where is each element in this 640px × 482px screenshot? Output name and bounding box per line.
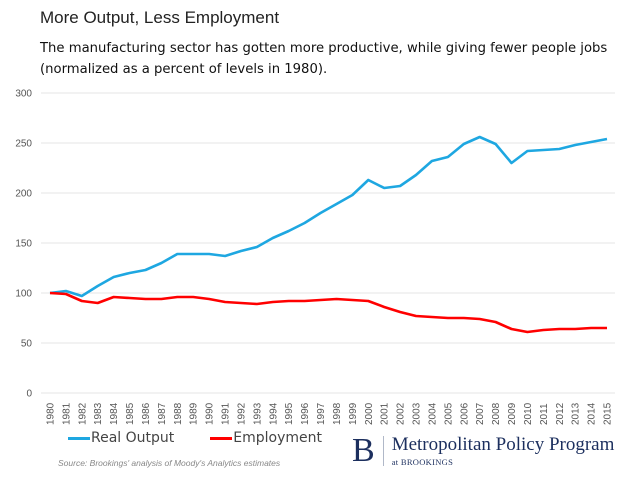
x-tick-label: 2009 xyxy=(507,402,518,425)
x-tick-label: 1988 xyxy=(173,402,184,425)
x-tick-label: 1981 xyxy=(61,402,72,425)
chart-subtitle: The manufacturing sector has gotten more… xyxy=(40,41,608,77)
x-tick-label: 1982 xyxy=(77,402,88,425)
x-tick-label: 1997 xyxy=(316,402,327,425)
x-tick-label: 1983 xyxy=(93,402,104,425)
logo-program-name: Metropolitan Policy Program xyxy=(391,434,615,455)
logo-divider xyxy=(382,436,384,466)
y-tick-label: 0 xyxy=(26,389,32,400)
series-line-employment xyxy=(49,291,607,334)
y-tick-label: 200 xyxy=(15,189,32,200)
x-tick-label: 1995 xyxy=(284,402,295,425)
x-tick-label: 2014 xyxy=(587,402,598,425)
x-tick-label: 2015 xyxy=(603,402,614,425)
y-tick-label: 50 xyxy=(21,339,33,350)
x-tick-label: 1987 xyxy=(157,402,168,425)
legend: Real Output Employment xyxy=(68,430,358,446)
x-tick-label: 2006 xyxy=(459,402,470,425)
legend-swatch-employment xyxy=(210,436,233,440)
x-tick-label: 1998 xyxy=(332,402,343,425)
x-tick-label: 2012 xyxy=(555,402,566,425)
x-axis-ticks: 1980 1981 1982 1983 1984 1985 1986 1987 1988 1989… xyxy=(46,402,614,425)
y-tick-label: 300 xyxy=(15,89,32,100)
legend-label-employment: Employment xyxy=(233,430,322,446)
x-tick-label: 1999 xyxy=(348,402,359,425)
series-lines xyxy=(49,135,608,334)
legend-swatch-real-output xyxy=(68,436,90,440)
x-tick-label: 1989 xyxy=(189,402,200,425)
x-tick-label: 2004 xyxy=(427,402,438,425)
chart-title: More Output, Less Employment xyxy=(40,8,280,27)
y-tick-label: 250 xyxy=(15,139,32,150)
series-line-real-output xyxy=(49,135,608,298)
y-tick-label: 150 xyxy=(15,239,32,250)
x-tick-label: 1985 xyxy=(125,402,136,425)
x-tick-label: 1996 xyxy=(300,402,311,425)
x-tick-label: 1992 xyxy=(236,402,247,425)
x-tick-label: 1980 xyxy=(46,402,57,425)
source-note: Source: Brookings' analysis of Moody's A… xyxy=(58,458,281,468)
x-tick-label: 1993 xyxy=(252,402,263,425)
x-tick-label: 2010 xyxy=(523,402,534,425)
x-tick-label: 1991 xyxy=(221,402,232,425)
x-tick-label: 2013 xyxy=(571,402,582,425)
x-tick-label: 2008 xyxy=(491,402,502,425)
x-tick-label: 2005 xyxy=(443,402,454,425)
legend-item-employment: Employment xyxy=(210,430,322,446)
legend-label-real-output: Real Output xyxy=(91,430,175,446)
x-tick-label: 1990 xyxy=(205,402,216,425)
legend-item-real-output: Real Output xyxy=(68,430,174,446)
gridlines xyxy=(41,92,615,394)
x-tick-label: 2011 xyxy=(539,403,550,425)
x-tick-label: 2007 xyxy=(475,402,486,425)
x-tick-label: 1994 xyxy=(268,402,279,425)
x-tick-label: 1986 xyxy=(141,402,152,425)
x-tick-label: 1984 xyxy=(109,402,120,425)
brookings-logo: B Metropolitan Policy Program at BROOKIN… xyxy=(352,434,614,468)
y-axis-ticks: 0 50 100 150 200 250 300 xyxy=(15,89,32,400)
y-tick-label: 100 xyxy=(15,289,32,300)
logo-subtitle: at BROOKINGS xyxy=(391,457,454,467)
x-tick-label: 2003 xyxy=(412,402,423,425)
x-tick-label: 2000 xyxy=(364,402,375,425)
x-tick-label: 2002 xyxy=(396,402,407,425)
brookings-b-mark-icon: B xyxy=(352,432,375,469)
x-tick-label: 2001 xyxy=(380,402,391,425)
